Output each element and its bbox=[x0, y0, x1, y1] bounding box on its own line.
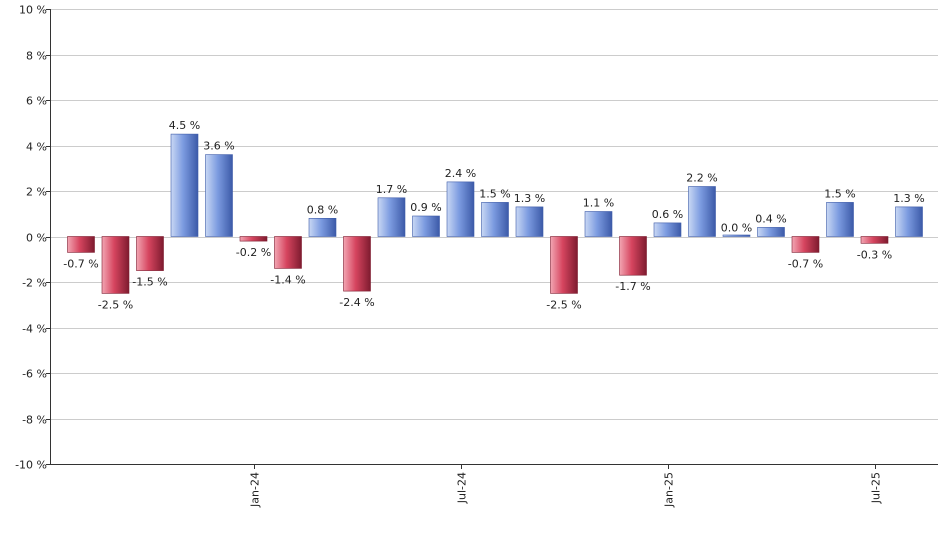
bar bbox=[170, 133, 199, 237]
bar-value-label: 0.8 % bbox=[307, 203, 338, 216]
bar-value-label: -0.3 % bbox=[857, 248, 892, 261]
y-tick-label: 2 % bbox=[26, 186, 47, 199]
bar bbox=[343, 236, 371, 292]
bar-value-label: -1.4 % bbox=[270, 273, 305, 286]
y-tick-label: 10 % bbox=[19, 4, 47, 17]
y-tick-label: 6 % bbox=[26, 95, 47, 108]
bar bbox=[826, 202, 854, 237]
x-tick-label: Jul-24 bbox=[456, 472, 469, 504]
y-tick-label: 0 % bbox=[26, 232, 47, 245]
bar-value-label: 1.3 % bbox=[514, 192, 545, 205]
x-axis-ticks: Jan-24 Jul-24 Jan-25 Jul-25 bbox=[249, 464, 883, 508]
bar bbox=[481, 202, 509, 237]
axes bbox=[50, 9, 938, 465]
bar bbox=[412, 215, 440, 237]
bar bbox=[791, 236, 820, 253]
bar bbox=[515, 206, 544, 237]
bar bbox=[895, 206, 923, 237]
bar bbox=[274, 236, 302, 269]
bar bbox=[584, 211, 613, 237]
bar-value-label: 4.5 % bbox=[169, 119, 200, 132]
bar bbox=[67, 236, 95, 253]
bar-value-label: 1.5 % bbox=[824, 187, 855, 200]
bar bbox=[688, 186, 716, 237]
bar bbox=[377, 197, 406, 237]
bar-value-label: 1.7 % bbox=[376, 183, 407, 196]
bar-value-label: -2.5 % bbox=[546, 298, 581, 311]
y-tick-label: -8 % bbox=[22, 414, 47, 427]
bar-value-label: 1.1 % bbox=[583, 197, 614, 210]
y-axis-ticks: -10 % -8 % -6 % -4 % -2 % 0 % 2 % 4 % 6 % 8 % 10 % bbox=[15, 4, 50, 472]
bar bbox=[757, 227, 785, 237]
bar-value-label: -1.7 % bbox=[615, 280, 650, 293]
bar-value-label: 2.4 % bbox=[445, 167, 476, 180]
bar bbox=[550, 236, 578, 294]
bar-value-label: -0.7 % bbox=[63, 257, 98, 270]
y-tick-label: 4 % bbox=[26, 141, 47, 154]
data-labels: -0.7 % -2.5 % -1.5 % 4.5 %3.6 % -0.2 % -1.4 %… bbox=[63, 119, 924, 311]
x-tick-label: Jan-24 bbox=[249, 472, 262, 508]
bar-value-label: -1.5 % bbox=[132, 276, 167, 289]
bar-value-label: 2.2 % bbox=[686, 172, 717, 185]
bar-value-label: 0.9 % bbox=[410, 201, 441, 214]
bar bbox=[619, 236, 647, 276]
bars bbox=[67, 133, 923, 294]
bar-value-label: -0.7 % bbox=[788, 257, 823, 270]
y-tick-label: 8 % bbox=[26, 50, 47, 63]
bar-value-label: -0.2 % bbox=[236, 246, 271, 259]
bar bbox=[205, 154, 233, 237]
bar-value-label: 1.5 % bbox=[479, 187, 510, 200]
bar bbox=[446, 181, 475, 237]
bar bbox=[860, 236, 889, 244]
bar bbox=[653, 222, 682, 237]
bar-value-label: -2.4 % bbox=[339, 296, 374, 309]
x-tick-label: Jul-25 bbox=[870, 472, 883, 504]
y-tick-label: -10 % bbox=[15, 459, 47, 472]
bar bbox=[239, 236, 268, 242]
bar-value-label: 0.4 % bbox=[755, 212, 786, 225]
bar bbox=[722, 234, 751, 237]
bar-value-label: 3.6 % bbox=[203, 140, 234, 153]
bar-value-label: 0.0 % bbox=[721, 222, 752, 235]
x-tick-label: Jan-25 bbox=[663, 472, 676, 508]
bar-value-label: -2.5 % bbox=[98, 298, 133, 311]
y-tick-label: -4 % bbox=[22, 323, 47, 336]
y-tick-label: -6 % bbox=[22, 368, 47, 381]
bar-value-label: 0.6 % bbox=[652, 208, 683, 221]
bar-value-label: 1.3 % bbox=[893, 192, 924, 205]
bar bbox=[101, 236, 130, 294]
y-tick-label: -2 % bbox=[22, 277, 47, 290]
bar bbox=[308, 218, 337, 237]
bar bbox=[136, 236, 164, 271]
